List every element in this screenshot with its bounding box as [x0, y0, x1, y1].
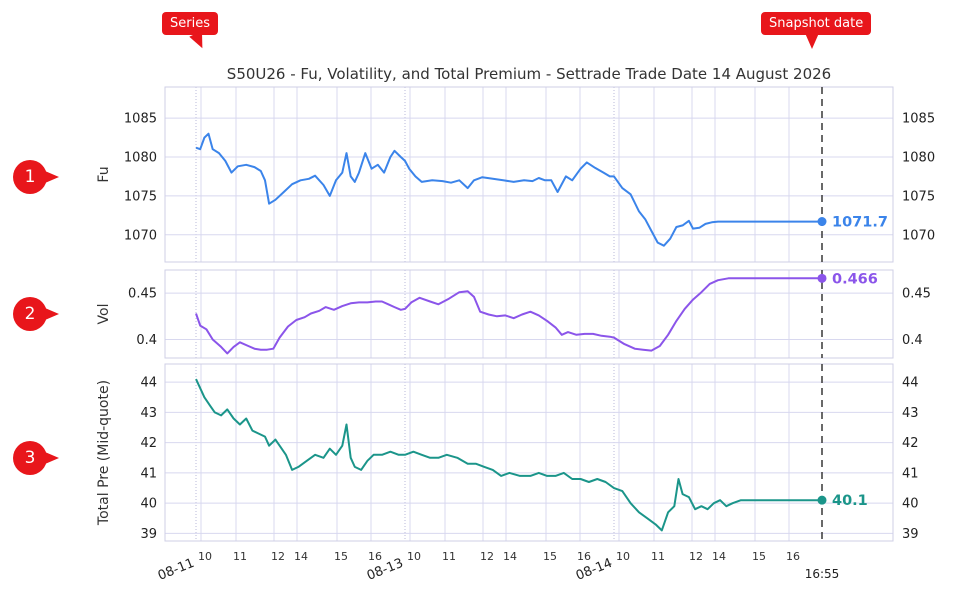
series-callout: Series: [162, 12, 218, 35]
y-tick-label-right: 1070: [902, 228, 935, 243]
x-hour-tick-label: 15: [334, 550, 348, 563]
panel-badge-3: 3: [13, 441, 59, 475]
y-tick-label-left: 0.45: [128, 287, 157, 302]
y-tick-label-left: 1085: [124, 112, 157, 127]
x-hour-tick-label: 15: [543, 550, 557, 563]
x-hour-tick-label: 12: [689, 550, 703, 563]
y-tick-label-right: 39: [902, 527, 919, 542]
x-hour-tick-label: 10: [407, 550, 421, 563]
y-axis-label: Vol: [96, 304, 112, 325]
y-tick-label-left: 43: [140, 406, 157, 421]
y-tick-label-right: 41: [902, 466, 919, 481]
y-tick-label-left: 41: [140, 466, 157, 481]
panel-badge-2: 2: [13, 297, 59, 331]
y-tick-label-right: 44: [902, 376, 919, 391]
y-tick-label-right: 1075: [902, 189, 935, 204]
x-hour-tick-label: 12: [480, 550, 494, 563]
series-line-vol: [195, 277, 822, 355]
x-hour-tick-label: 10: [198, 550, 212, 563]
y-tick-label-right: 1080: [902, 151, 935, 166]
y-tick-label-right: 42: [902, 436, 919, 451]
snapshot-date-callout: Snapshot date: [761, 12, 872, 49]
y-tick-label-left: 42: [140, 436, 157, 451]
y-tick-label-left: 0.4: [136, 333, 157, 348]
y-axis-label: Fu: [96, 166, 112, 182]
panel-frame: [164, 86, 894, 263]
x-hour-tick-label: 14: [294, 550, 308, 563]
panel-frame: [164, 269, 894, 359]
y-tick-label-right: 0.4: [902, 333, 923, 348]
y-tick-label-left: 44: [140, 376, 157, 391]
x-hour-tick-label: 11: [442, 550, 456, 563]
panel-frame: [164, 363, 894, 542]
x-hour-tick-label: 16: [577, 550, 591, 563]
last-value-label: 0.466: [832, 271, 878, 287]
panel-fu: 1070 1070 1075 1075 1080 1080 1085 1085 Fu 1071.7: [96, 86, 935, 263]
y-tick-label-left: 39: [140, 527, 157, 542]
y-tick-label-left: 40: [140, 497, 157, 512]
x-hour-tick-label: 14: [503, 550, 517, 563]
last-value-marker: [817, 495, 827, 505]
y-tick-label-left: 1075: [124, 189, 157, 204]
x-session-label: 08-11: [156, 556, 197, 584]
y-tick-label-left: 1070: [124, 228, 157, 243]
y-tick-label-right: 43: [902, 406, 919, 421]
x-snapshot-time-label: 16:55: [805, 567, 840, 581]
series-line-fu: [195, 132, 822, 247]
x-hour-tick-label: 11: [651, 550, 665, 563]
x-hour-tick-label: 16: [368, 550, 382, 563]
last-value-marker: [817, 273, 827, 283]
x-hour-tick-label: 15: [752, 550, 766, 563]
x-hour-tick-label: 10: [616, 550, 630, 563]
y-axis-label: Total Pre (Mid-quote): [96, 380, 112, 526]
x-hour-tick-label: 12: [271, 550, 285, 563]
last-value-label: 40.1: [832, 493, 868, 509]
x-hour-tick-label: 14: [712, 550, 726, 563]
panel-premium: 39 39 40 40 41 41 42 42 43 43 44 44 Total Pre (Mid-q…: [96, 363, 919, 542]
last-value-label: 1071.7: [832, 215, 888, 231]
series-line-premium: [195, 378, 822, 532]
chart-title: S50U26 - Fu, Volatility, and Total Premi…: [227, 65, 831, 83]
panel-vol: 0.4 0.4 0.45 0.45 Vol 0.466: [96, 269, 931, 359]
chart-panels: 1070 1070 1075 1075 1080 1080 1085 1085 Fu 1071.7…: [96, 86, 935, 542]
y-tick-label-left: 1080: [124, 151, 157, 166]
x-hour-tick-label: 11: [233, 550, 247, 563]
panel-badge-1: 1: [13, 160, 59, 194]
y-tick-label-right: 40: [902, 497, 919, 512]
y-tick-label-right: 0.45: [902, 287, 931, 302]
x-hour-tick-label: 16: [786, 550, 800, 563]
last-value-marker: [817, 217, 827, 227]
y-tick-label-right: 1085: [902, 112, 935, 127]
